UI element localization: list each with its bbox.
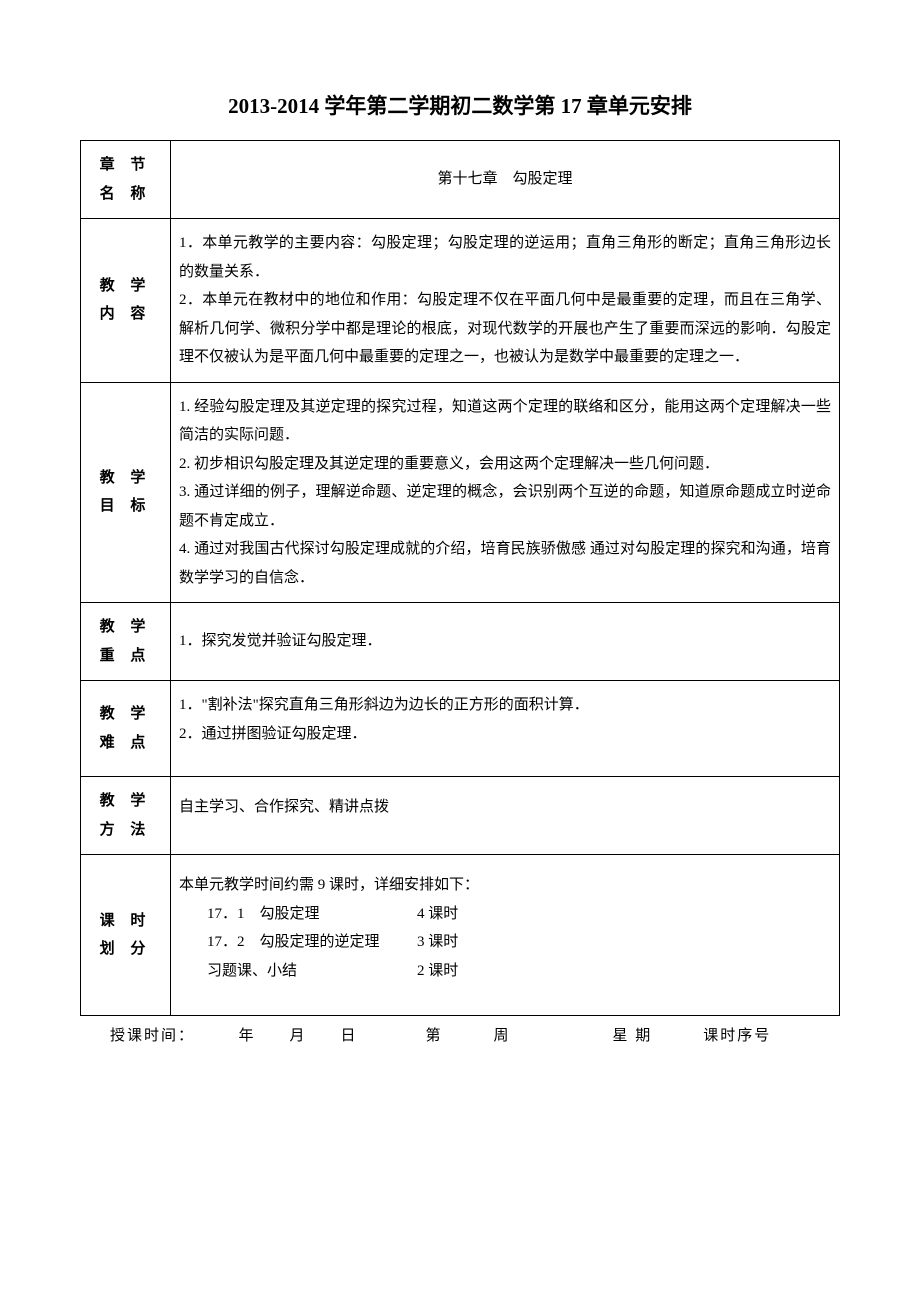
- label-difficulty: 教 学 难 点: [81, 681, 171, 777]
- schedule-row: 17．2 勾股定理的逆定理 3 课时: [179, 928, 831, 957]
- row-schedule: 课 时 划 分 本单元教学时间约需 9 课时，详细安排如下： 17．1 勾股定理…: [81, 855, 840, 1016]
- schedule-row: 17．1 勾股定理 4 课时: [179, 900, 831, 929]
- schedule-content: 本单元教学时间约需 9 课时，详细安排如下： 17．1 勾股定理 4 课时 17…: [171, 855, 840, 1016]
- footer-line: 授课时间： 年 月 日 第 周 星 期 课时序号: [80, 1024, 840, 1045]
- teaching-difficulty: 1．"割补法"探究直角三角形斜边为边长的正方形的面积计算． 2．通过拼图验证勾股…: [171, 681, 840, 777]
- label-schedule: 课 时 划 分: [81, 855, 171, 1016]
- label-keypoint: 教 学 重 点: [81, 603, 171, 681]
- schedule-item-hours: 4 课时: [417, 900, 458, 929]
- document-page: 2013-2014 学年第二学期初二数学第 17 章单元安排 章 节 名 称 第…: [0, 0, 920, 1045]
- schedule-item-hours: 3 课时: [417, 928, 458, 957]
- label-content: 教 学 内 容: [81, 219, 171, 383]
- row-difficulty: 教 学 难 点 1．"割补法"探究直角三角形斜边为边长的正方形的面积计算． 2．…: [81, 681, 840, 777]
- teaching-content: 1．本单元教学的主要内容：勾股定理；勾股定理的逆运用；直角三角形的断定；直角三角…: [171, 219, 840, 383]
- schedule-row: 习题课、小结 2 课时: [179, 957, 831, 986]
- schedule-item-label: 17．2 勾股定理的逆定理: [207, 928, 417, 957]
- chapter-name: 第十七章 勾股定理: [171, 141, 840, 219]
- teaching-goals: 1. 经验勾股定理及其逆定理的探究过程，知道这两个定理的联络和区分，能用这两个定…: [171, 382, 840, 603]
- label-goals: 教 学 目 标: [81, 382, 171, 603]
- label-chapter: 章 节 名 称: [81, 141, 171, 219]
- row-goals: 教 学 目 标 1. 经验勾股定理及其逆定理的探究过程，知道这两个定理的联络和区…: [81, 382, 840, 603]
- row-content: 教 学 内 容 1．本单元教学的主要内容：勾股定理；勾股定理的逆运用；直角三角形…: [81, 219, 840, 383]
- schedule-intro: 本单元教学时间约需 9 课时，详细安排如下：: [179, 871, 831, 900]
- row-keypoint: 教 学 重 点 1．探究发觉并验证勾股定理．: [81, 603, 840, 681]
- document-title: 2013-2014 学年第二学期初二数学第 17 章单元安排: [80, 90, 840, 120]
- row-chapter: 章 节 名 称 第十七章 勾股定理: [81, 141, 840, 219]
- schedule-item-label: 习题课、小结: [207, 957, 417, 986]
- label-method: 教 学 方 法: [81, 777, 171, 855]
- schedule-item-hours: 2 课时: [417, 957, 458, 986]
- teaching-method: 自主学习、合作探究、精讲点拨: [171, 777, 840, 855]
- schedule-item-label: 17．1 勾股定理: [207, 900, 417, 929]
- teaching-keypoint: 1．探究发觉并验证勾股定理．: [171, 603, 840, 681]
- row-method: 教 学 方 法 自主学习、合作探究、精讲点拨: [81, 777, 840, 855]
- lesson-plan-table: 章 节 名 称 第十七章 勾股定理 教 学 内 容 1．本单元教学的主要内容：勾…: [80, 140, 840, 1016]
